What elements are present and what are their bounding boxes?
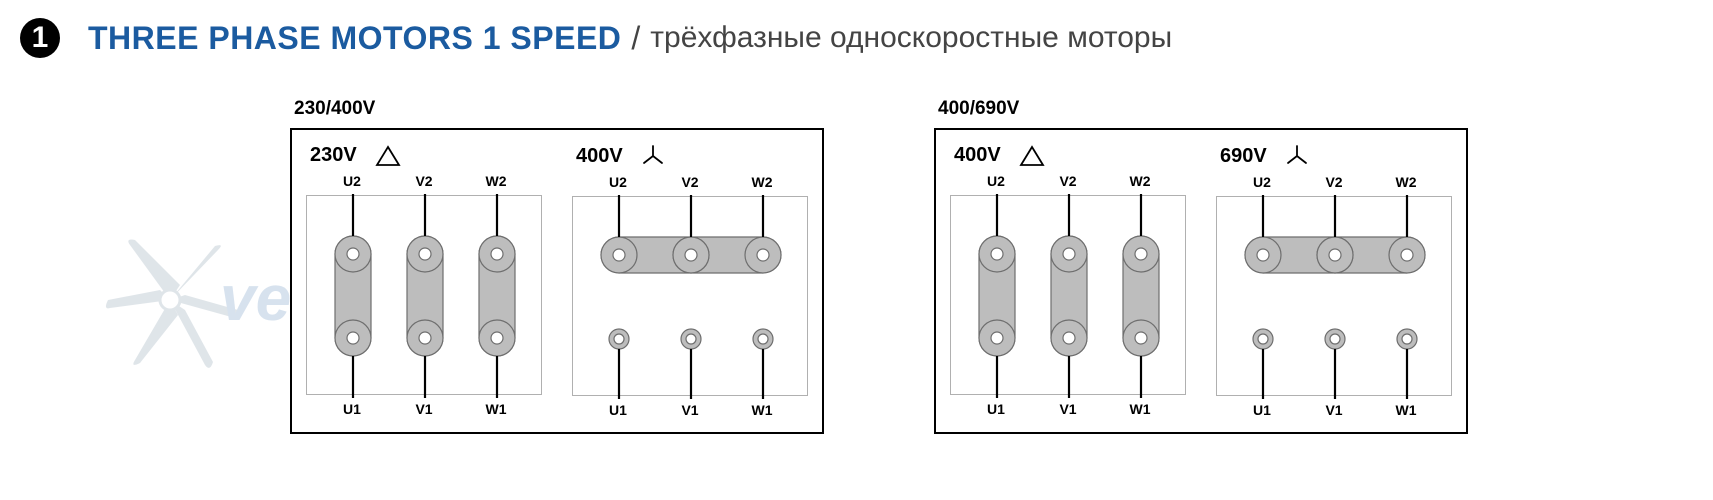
voltage-label: 400V: [954, 144, 1001, 167]
section-number-badge: 1: [20, 18, 60, 58]
terminal-label: W2: [738, 174, 786, 190]
top-terminal-labels: U2 V2 W2: [306, 173, 542, 189]
terminal-label: W2: [1116, 173, 1164, 189]
top-terminal-labels: U2 V2 W2: [572, 174, 808, 190]
title-separator: /: [631, 20, 640, 57]
terminal-label: U2: [328, 173, 376, 189]
terminal-label: V2: [1044, 173, 1092, 189]
terminal-label: U1: [328, 401, 376, 417]
delta-schematic-svg: [307, 196, 543, 396]
bottom-terminal-labels: U1 V1 W1: [572, 402, 808, 418]
delta-symbol-icon: [375, 145, 401, 167]
star-schematic-svg: [573, 197, 809, 397]
bottom-terminal-labels: U1 V1 W1: [306, 401, 542, 417]
sub-header: 400V: [572, 144, 808, 168]
voltage-label: 400V: [576, 145, 623, 168]
terminal-label: U2: [972, 173, 1020, 189]
badge-number: 1: [32, 21, 49, 55]
terminal-label: W1: [472, 401, 520, 417]
terminal-label: W1: [738, 402, 786, 418]
terminal-box: [572, 196, 808, 396]
terminal-label: W1: [1382, 402, 1430, 418]
title-english: THREE PHASE MOTORS 1 SPEED: [88, 20, 621, 57]
terminal-label: U2: [1238, 174, 1286, 190]
voltage-label: 690V: [1220, 145, 1267, 168]
diagrams-container: 230/400V 230V U2 V2 W2 U1 V1 W1 400V U2 V2 W2 U1 V1 W1…: [0, 58, 1713, 434]
terminal-label: U2: [594, 174, 642, 190]
terminal-label: V1: [1044, 401, 1092, 417]
terminal-box: [950, 195, 1186, 395]
diagram-panel: 400V U2 V2 W2 U1 V1 W1 690V U2 V2 W2 U1 V1 W1: [934, 128, 1468, 434]
top-terminal-labels: U2 V2 W2: [950, 173, 1186, 189]
voltage-label: 230V: [310, 144, 357, 167]
bottom-terminal-labels: U1 V1 W1: [1216, 402, 1452, 418]
group-voltage-label: 400/690V: [934, 98, 1468, 120]
terminal-label: V1: [666, 402, 714, 418]
title-russian: трёхфазные односкоростные моторы: [650, 21, 1172, 55]
terminal-label: W1: [1116, 401, 1164, 417]
bottom-terminal-labels: U1 V1 W1: [950, 401, 1186, 417]
sub-header: 230V: [306, 144, 542, 167]
terminal-label: V1: [1310, 402, 1358, 418]
terminal-box: [1216, 196, 1452, 396]
terminal-label: U1: [594, 402, 642, 418]
terminal-label: V2: [666, 174, 714, 190]
star-connection-diagram: 690V U2 V2 W2 U1 V1 W1: [1216, 144, 1452, 418]
terminal-label: V1: [400, 401, 448, 417]
terminal-box: [306, 195, 542, 395]
delta-schematic-svg: [951, 196, 1187, 396]
group-voltage-label: 230/400V: [290, 98, 824, 120]
page-heading: 1 THREE PHASE MOTORS 1 SPEED / трёхфазны…: [0, 0, 1713, 58]
terminal-label: U1: [972, 401, 1020, 417]
star-connection-diagram: 400V U2 V2 W2 U1 V1 W1: [572, 144, 808, 418]
terminal-label: V2: [1310, 174, 1358, 190]
star-schematic-svg: [1217, 197, 1453, 397]
top-terminal-labels: U2 V2 W2: [1216, 174, 1452, 190]
terminal-label: W2: [1382, 174, 1430, 190]
terminal-label: V2: [400, 173, 448, 189]
voltage-group: 400/690V 400V U2 V2 W2 U1 V1 W1 690V U2 V2 W2 U1 V1 W1: [934, 98, 1468, 434]
star-symbol-icon: [1285, 144, 1309, 168]
sub-header: 400V: [950, 144, 1186, 167]
voltage-group: 230/400V 230V U2 V2 W2 U1 V1 W1 400V U2 V2 W2 U1 V1 W1: [290, 98, 824, 434]
delta-connection-diagram: 230V U2 V2 W2 U1 V1 W1: [306, 144, 542, 418]
terminal-label: W2: [472, 173, 520, 189]
delta-connection-diagram: 400V U2 V2 W2 U1 V1 W1: [950, 144, 1186, 418]
terminal-label: U1: [1238, 402, 1286, 418]
delta-symbol-icon: [1019, 145, 1045, 167]
sub-header: 690V: [1216, 144, 1452, 168]
diagram-panel: 230V U2 V2 W2 U1 V1 W1 400V U2 V2 W2 U1 V1 W1: [290, 128, 824, 434]
star-symbol-icon: [641, 144, 665, 168]
